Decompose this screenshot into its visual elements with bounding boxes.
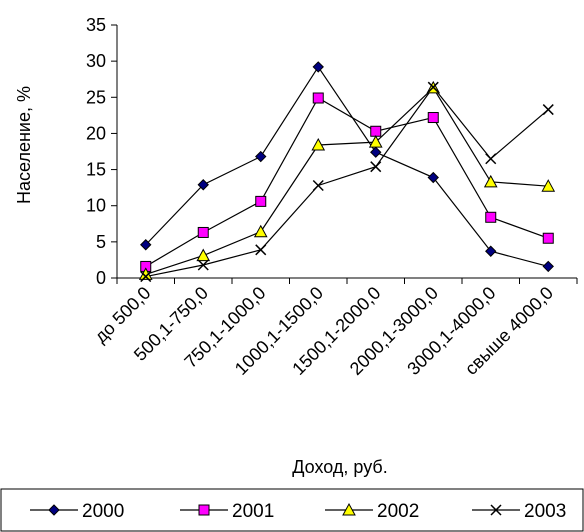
data-point	[483, 174, 498, 188]
data-point	[253, 224, 268, 238]
y-tick-label: 25	[86, 87, 106, 107]
series-line-2000	[145, 65, 549, 268]
data-point	[255, 195, 267, 207]
data-point	[370, 161, 382, 173]
data-point	[485, 245, 497, 257]
legend-label: 2001	[232, 501, 274, 522]
y-tick-label: 10	[86, 196, 106, 216]
data-point	[312, 179, 324, 192]
y-tick-label: 35	[86, 15, 106, 35]
data-point	[311, 137, 326, 151]
legend-label: 2002	[377, 501, 419, 522]
y-tick-label: 0	[96, 268, 106, 288]
data-point	[197, 226, 209, 238]
data-point	[312, 61, 324, 73]
series-2000	[145, 65, 549, 268]
legend-item-2002: 2002	[325, 501, 419, 522]
series-layer	[138, 61, 556, 283]
data-point	[427, 81, 439, 93]
legend-item-2003: 2003	[472, 501, 566, 522]
series-points-2000	[140, 61, 554, 273]
data-point	[255, 244, 267, 256]
series-2002	[145, 86, 549, 275]
data-point	[370, 125, 382, 137]
data-point	[485, 153, 497, 165]
data-point	[542, 232, 554, 244]
legend-marker	[342, 502, 356, 516]
data-point	[541, 179, 556, 192]
series-points-2003	[140, 81, 554, 283]
legend-label: 2003	[524, 501, 566, 522]
y-tick-label: 15	[86, 160, 106, 180]
legend-marker	[198, 504, 210, 516]
y-axis-title: Население, %	[14, 86, 34, 204]
data-point	[197, 259, 209, 271]
y-tick-label: 5	[96, 232, 106, 252]
series-2001	[145, 97, 549, 267]
data-point	[542, 104, 554, 116]
data-point	[368, 135, 383, 148]
data-point	[485, 211, 497, 223]
data-point	[197, 179, 209, 191]
data-point	[312, 92, 324, 104]
series-points-2001	[140, 92, 554, 272]
data-point	[542, 260, 554, 273]
x-axis: до 500,0500,1-750,0750,1-1000,01000,1-15…	[91, 277, 578, 379]
y-tick-label: 20	[86, 123, 106, 143]
series-line-2001	[145, 97, 549, 267]
legend-item-2000: 2000	[30, 501, 124, 522]
data-point	[140, 239, 152, 251]
series-2003	[145, 86, 549, 278]
x-axis-title: Доход, руб.	[292, 457, 387, 477]
data-point	[427, 171, 439, 184]
y-axis: 0 5 10 15 20 25 30 35	[86, 15, 118, 288]
legend-marker	[490, 504, 502, 516]
series-line-2003	[145, 86, 549, 278]
legend-label: 2000	[82, 501, 124, 522]
series-points-2002	[138, 80, 556, 280]
y-tick-label: 30	[86, 51, 106, 71]
legend-marker	[48, 504, 60, 516]
data-point	[427, 112, 439, 124]
data-point	[140, 271, 152, 283]
legend-item-2001: 2001	[180, 501, 274, 522]
series-line-2002	[145, 86, 549, 275]
legend: 2000 2001 2002 2003	[0, 488, 584, 532]
data-point	[255, 150, 267, 163]
data-point	[370, 146, 382, 158]
data-point	[196, 248, 211, 262]
